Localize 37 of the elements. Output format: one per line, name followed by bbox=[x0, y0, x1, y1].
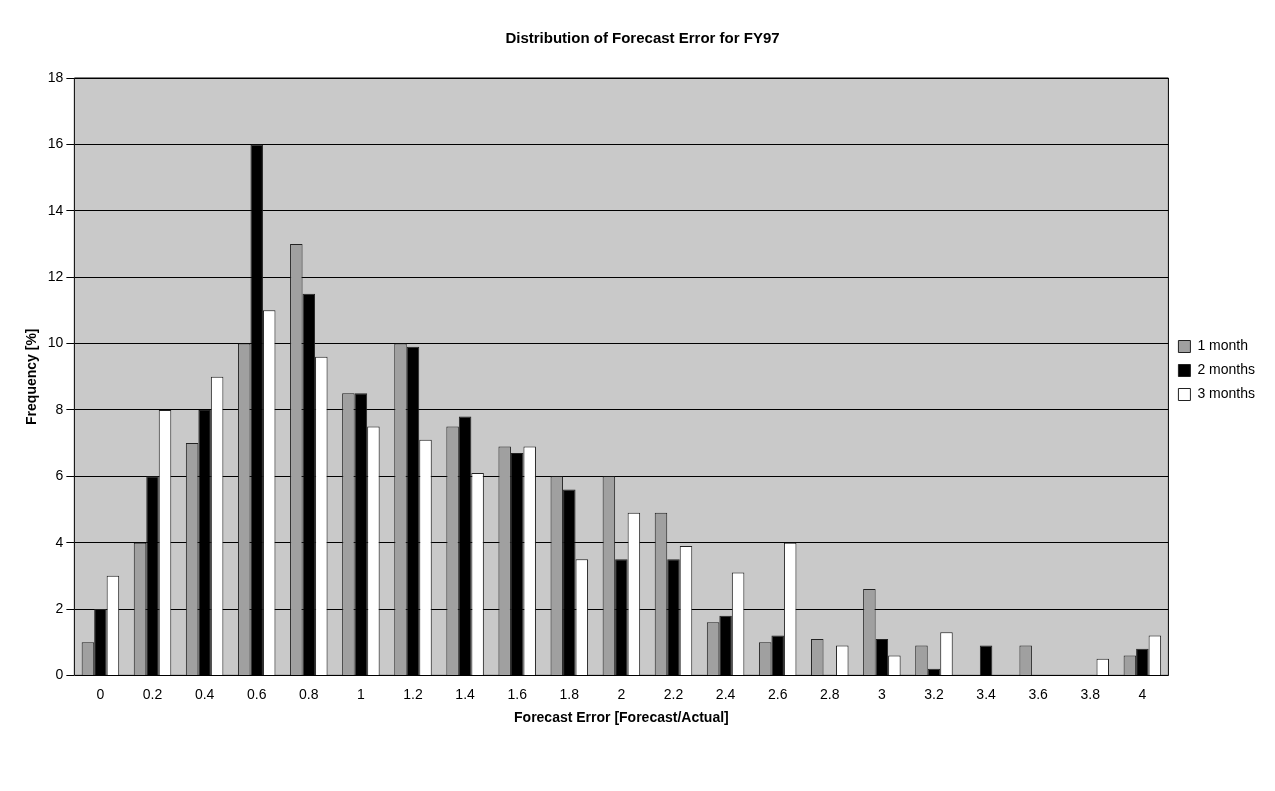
chart-title: Distribution of Forecast Error for FY97 bbox=[505, 29, 780, 47]
x-tick-label: 3.2 bbox=[924, 685, 944, 702]
x-tick-label: 1.6 bbox=[507, 685, 528, 702]
x-tick-label: 0.6 bbox=[246, 685, 267, 702]
x-tick-label: 1.4 bbox=[455, 685, 476, 702]
y-tick-label: 10 bbox=[47, 334, 64, 351]
x-tick-label: 1.8 bbox=[559, 685, 580, 702]
y-tick-label: 12 bbox=[47, 267, 64, 284]
x-tick-label: 1 bbox=[357, 685, 366, 702]
y-axis-title: Frequency [%] bbox=[23, 328, 40, 425]
y-tick-label: 4 bbox=[55, 533, 64, 550]
y-tick-label: 16 bbox=[47, 135, 64, 152]
y-tick-label: 8 bbox=[55, 400, 64, 417]
y-tick-label: 14 bbox=[47, 201, 64, 218]
x-tick-label: 3.6 bbox=[1028, 685, 1049, 702]
x-tick-label: 0.4 bbox=[194, 685, 215, 702]
x-tick-label: 2.8 bbox=[820, 685, 840, 702]
x-tick-label: 2.2 bbox=[663, 685, 684, 702]
y-tick-label: 6 bbox=[55, 467, 64, 484]
x-tick-label: 3.4 bbox=[976, 685, 997, 702]
x-axis-title: Forecast Error [Forecast/Actual] bbox=[514, 709, 729, 726]
x-tick-label: 2.6 bbox=[767, 685, 788, 702]
y-tick-label: 2 bbox=[55, 599, 64, 616]
y-tick-label: 18 bbox=[47, 68, 64, 85]
y-tick-label: 0 bbox=[55, 666, 64, 683]
x-tick-label: 0.8 bbox=[299, 685, 319, 702]
legend-label: 3 months bbox=[1197, 385, 1256, 402]
x-tick-label: 2.4 bbox=[715, 685, 736, 702]
x-tick-label: 1.2 bbox=[403, 685, 423, 702]
x-tick-label: 0 bbox=[96, 685, 105, 702]
legend-label: 1 month bbox=[1197, 337, 1249, 354]
x-tick-label: 0.2 bbox=[142, 685, 163, 702]
x-tick-label: 4 bbox=[1138, 685, 1147, 702]
x-tick-label: 3.8 bbox=[1080, 685, 1101, 702]
x-tick-label: 2 bbox=[617, 685, 626, 702]
x-tick-label: 3 bbox=[877, 685, 886, 702]
legend-label: 2 months bbox=[1197, 361, 1256, 378]
